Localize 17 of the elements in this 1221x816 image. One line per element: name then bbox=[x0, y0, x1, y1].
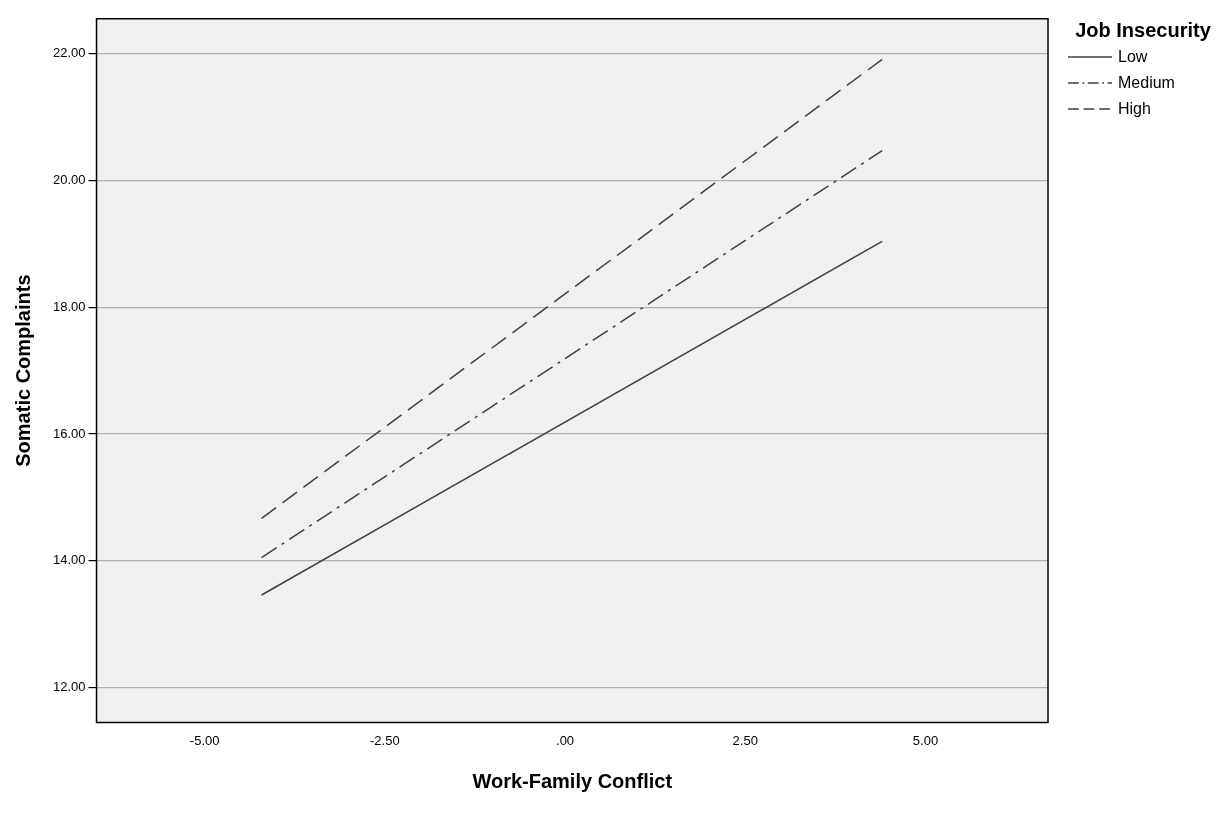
x-tick-label: -2.50 bbox=[370, 732, 400, 748]
y-tick-label: 16.00 bbox=[52, 425, 86, 441]
y-axis-title: Somatic Complaints bbox=[11, 274, 34, 467]
y-tick-label: 22.00 bbox=[52, 45, 86, 61]
x-tick-label: .00 bbox=[556, 732, 575, 748]
y-tick-label: 12.00 bbox=[52, 679, 86, 695]
legend-label: Low bbox=[1118, 48, 1148, 66]
x-axis-title: Work-Family Conflict bbox=[472, 769, 673, 792]
legend-label: Medium bbox=[1118, 74, 1175, 92]
x-tick-label: 2.50 bbox=[732, 732, 758, 748]
y-tick-label: 18.00 bbox=[52, 298, 86, 314]
x-tick-label: -5.00 bbox=[189, 732, 220, 748]
y-tick-label: 14.00 bbox=[52, 552, 86, 568]
y-tick-label: 20.00 bbox=[52, 172, 86, 188]
legend-title: Job Insecurity bbox=[1074, 18, 1212, 42]
legend-label: High bbox=[1118, 100, 1151, 118]
x-tick-label: 5.00 bbox=[912, 732, 939, 748]
